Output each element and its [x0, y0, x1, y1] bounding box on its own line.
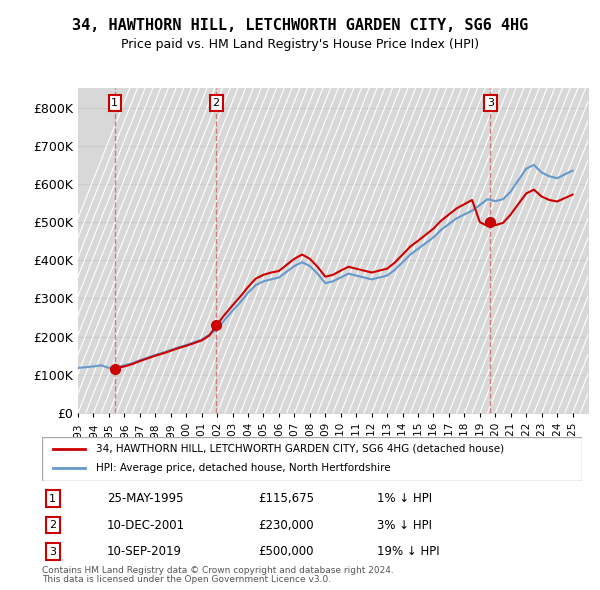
Text: 10-DEC-2001: 10-DEC-2001: [107, 519, 185, 532]
Text: 25-MAY-1995: 25-MAY-1995: [107, 492, 184, 505]
Text: 1: 1: [111, 98, 118, 108]
FancyBboxPatch shape: [42, 437, 582, 481]
Text: HPI: Average price, detached house, North Hertfordshire: HPI: Average price, detached house, Nort…: [96, 464, 391, 473]
Text: 3% ↓ HPI: 3% ↓ HPI: [377, 519, 432, 532]
Text: 34, HAWTHORN HILL, LETCHWORTH GARDEN CITY, SG6 4HG (detached house): 34, HAWTHORN HILL, LETCHWORTH GARDEN CIT…: [96, 444, 504, 454]
Text: £115,675: £115,675: [258, 492, 314, 505]
Text: 2: 2: [212, 98, 220, 108]
Text: 1% ↓ HPI: 1% ↓ HPI: [377, 492, 432, 505]
Text: Contains HM Land Registry data © Crown copyright and database right 2024.: Contains HM Land Registry data © Crown c…: [42, 566, 394, 575]
Text: £230,000: £230,000: [258, 519, 314, 532]
Text: £500,000: £500,000: [258, 545, 314, 558]
Text: 1: 1: [49, 494, 56, 504]
Text: This data is licensed under the Open Government Licence v3.0.: This data is licensed under the Open Gov…: [42, 575, 331, 584]
Text: 10-SEP-2019: 10-SEP-2019: [107, 545, 182, 558]
Text: 3: 3: [487, 98, 494, 108]
Text: 34, HAWTHORN HILL, LETCHWORTH GARDEN CITY, SG6 4HG: 34, HAWTHORN HILL, LETCHWORTH GARDEN CIT…: [72, 18, 528, 32]
Text: Price paid vs. HM Land Registry's House Price Index (HPI): Price paid vs. HM Land Registry's House …: [121, 38, 479, 51]
Text: 19% ↓ HPI: 19% ↓ HPI: [377, 545, 439, 558]
Text: 3: 3: [49, 546, 56, 556]
Text: 2: 2: [49, 520, 56, 530]
